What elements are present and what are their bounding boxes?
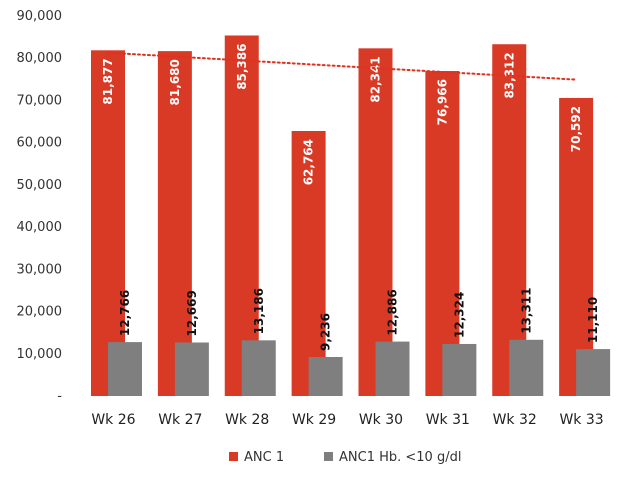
anc1-hb-data-label: 12,886: [386, 289, 400, 335]
trendline: [107, 51, 578, 81]
anc1-hb-bar: [108, 342, 142, 396]
anc1-hb-bar: [442, 343, 477, 396]
legend-swatch-anc1-hb: [324, 452, 333, 461]
legend-label-anc1-hb: ANC1 Hb. <10 g/dl: [339, 450, 461, 465]
anc1-hb-bar: [576, 349, 611, 396]
anc1-bar: [358, 48, 393, 396]
x-tick-label: Wk 33: [559, 412, 603, 428]
y-tick-label: 50,000: [17, 178, 63, 193]
legend-swatch-anc1: [229, 452, 238, 461]
anc1-data-label: 81,877: [101, 58, 115, 104]
legend-label-anc1: ANC 1: [244, 450, 284, 465]
anc1-hb-bar: [241, 340, 276, 396]
anc1-bar: [224, 35, 259, 397]
x-tick-label: Wk 26: [91, 412, 135, 428]
y-tick-label: 10,000: [17, 347, 63, 362]
x-tick-label: Wk 29: [292, 412, 336, 428]
anc1-data-label: 70,592: [569, 106, 583, 152]
y-tick-label: 40,000: [17, 220, 63, 235]
anc1-bar: [559, 97, 594, 396]
anc1-data-label: 81,680: [168, 59, 182, 105]
anc1-bar: [291, 130, 326, 396]
y-tick-label: 70,000: [17, 93, 63, 108]
y-tick-label: 30,000: [17, 262, 63, 277]
anc1-hb-series: 12,766 12,669 13,186 9,236 12,886 12,324 13,31…: [108, 287, 611, 396]
anc1-hb-bar: [509, 339, 544, 396]
anc1-hb-data-label: 9,236: [319, 313, 333, 351]
legend: ANC 1 ANC1 Hb. <10 g/dl: [229, 450, 461, 465]
anc1-series: 81,87781,68085,38662,76482,34176,96683,3…: [91, 35, 594, 397]
anc1-hb-data-label: 12,324: [452, 292, 466, 338]
anc1-data-label: 76,966: [435, 79, 449, 125]
anc1-hb-data-label: 12,669: [185, 290, 199, 336]
anc1-hb-bar: [174, 342, 209, 396]
anc1-hb-bar: [308, 357, 343, 396]
x-tick-label: Wk 28: [225, 412, 269, 428]
x-tick-label: Wk 31: [426, 412, 470, 428]
anc1-hb-data-label: 12,766: [118, 290, 132, 336]
y-axis: - 10,000 20,000 30,000 40,000 50,000 60,000 70,…: [17, 9, 63, 404]
anc1-data-label: 62,764: [302, 139, 316, 185]
anc1-bar: [157, 51, 192, 397]
x-tick-label: Wk 32: [493, 412, 537, 428]
anc1-data-label: 85,386: [235, 43, 249, 89]
y-tick-label: 90,000: [17, 9, 63, 24]
trendline-line: [107, 51, 578, 81]
y-tick-label: -: [57, 389, 62, 404]
x-axis: Wk 26 Wk 27 Wk 28 Wk 29 Wk 30 Wk 31 Wk 32 Wk 33: [91, 412, 603, 428]
x-tick-label: Wk 30: [359, 412, 403, 428]
anc1-hb-bar: [375, 341, 410, 396]
anc1-data-label: 82,341: [369, 56, 383, 102]
y-tick-label: 60,000: [17, 136, 63, 151]
y-tick-label: 20,000: [17, 305, 63, 320]
anc1-hb-data-label: 11,110: [586, 297, 600, 343]
anc1-hb-data-label: 13,311: [519, 287, 533, 333]
x-tick-label: Wk 27: [158, 412, 202, 428]
anc1-hb-data-label: 13,186: [252, 288, 266, 334]
anc1-bar: [91, 50, 125, 396]
y-tick-label: 80,000: [17, 51, 63, 66]
anc1-bar: [425, 71, 460, 397]
anc1-bar: [492, 44, 527, 397]
